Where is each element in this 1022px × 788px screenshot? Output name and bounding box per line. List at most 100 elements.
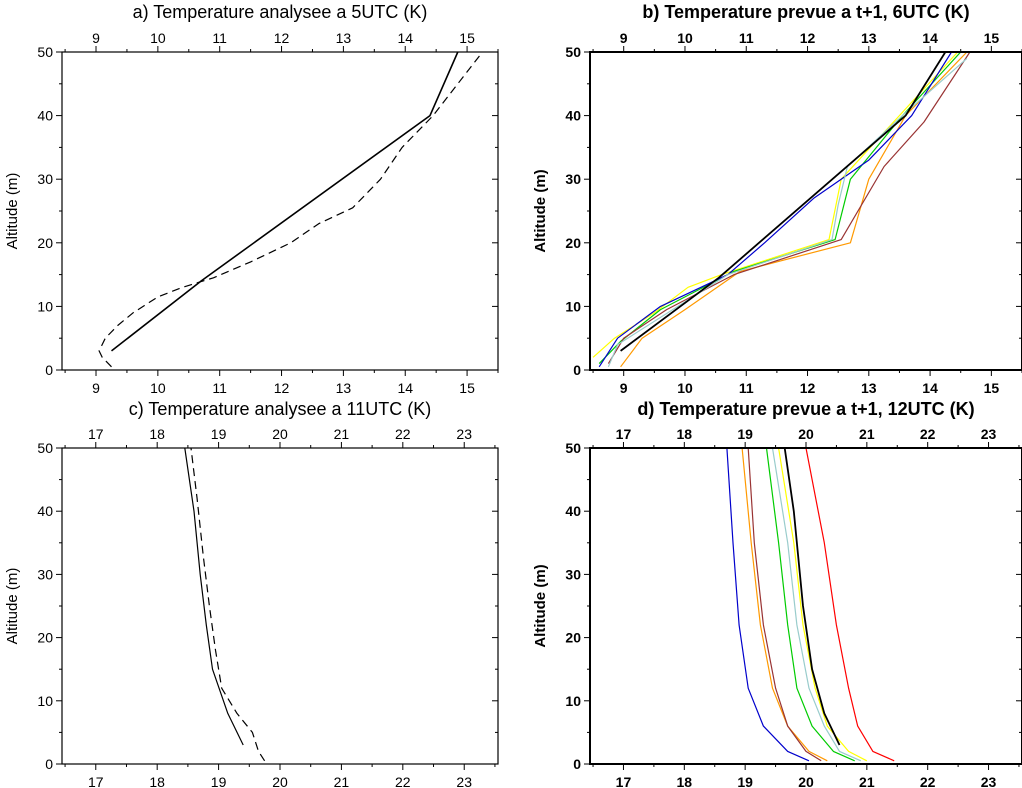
x-tick-label-top: 21 bbox=[334, 426, 350, 442]
series-group bbox=[726, 448, 895, 762]
chart-panel-c: c) Temperature analysee a 11UTC (K) Altit… bbox=[4, 399, 499, 788]
y-tick-label: 10 bbox=[565, 693, 581, 709]
x-tick-label-bottom: 10 bbox=[677, 380, 693, 396]
x-tick-label-top: 23 bbox=[456, 426, 472, 442]
x-tick-label-top: 15 bbox=[459, 30, 475, 46]
x-tick-label-bottom: 17 bbox=[616, 774, 632, 788]
y-tick-label: 30 bbox=[565, 566, 581, 582]
chart-panel-d: d) Temperature prevue a t+1, 12UTC (K) Al… bbox=[532, 399, 1022, 788]
x-tick-label-top: 9 bbox=[620, 30, 628, 46]
x-tick-label-top: 19 bbox=[211, 426, 227, 442]
x-tick-label-bottom: 19 bbox=[737, 774, 753, 788]
series-line-a-2 bbox=[98, 52, 483, 368]
plot-frame bbox=[589, 51, 1022, 371]
plot-frame bbox=[589, 447, 1022, 765]
series-line-b-5 bbox=[607, 52, 971, 364]
y-tick-label: 10 bbox=[565, 298, 581, 314]
x-tick-label-top: 17 bbox=[616, 426, 632, 442]
x-tick-label-top: 13 bbox=[861, 30, 877, 46]
x-tick-label-bottom: 9 bbox=[92, 380, 100, 396]
x-tick-label-top: 21 bbox=[859, 426, 875, 442]
series-line-a-1 bbox=[111, 52, 459, 352]
series-group bbox=[592, 52, 971, 368]
x-tick-label-top: 20 bbox=[798, 426, 814, 442]
y-tick-label: 20 bbox=[565, 630, 581, 646]
series-line-d-4 bbox=[765, 448, 855, 762]
x-tick-label-top: 11 bbox=[739, 30, 754, 46]
series-line-c-2 bbox=[190, 448, 266, 762]
x-tick-label-bottom: 11 bbox=[739, 380, 754, 396]
plot-frame bbox=[61, 447, 499, 765]
y-tick-label: 50 bbox=[565, 440, 581, 456]
x-tick-label-top: 11 bbox=[212, 30, 227, 46]
series-line-d-2 bbox=[741, 448, 828, 762]
y-tick-label: 0 bbox=[573, 756, 581, 772]
series-line-b-3 bbox=[598, 52, 962, 365]
x-tick-label-bottom: 22 bbox=[920, 774, 936, 788]
series-line-b-6 bbox=[607, 57, 968, 368]
y-tick-label: 50 bbox=[565, 44, 581, 60]
y-tick-label: 40 bbox=[37, 503, 53, 519]
x-tick-label-bottom: 14 bbox=[922, 380, 938, 396]
chart-title: a) Temperature analysee a 5UTC (K) bbox=[133, 2, 428, 22]
y-tick-label: 40 bbox=[37, 108, 53, 124]
x-tick-label-bottom: 19 bbox=[211, 774, 227, 788]
series-line-d-7 bbox=[805, 448, 895, 762]
chart-title: c) Temperature analysee a 11UTC (K) bbox=[129, 399, 431, 419]
series-line-d-8 bbox=[783, 448, 841, 746]
chart-panel-a: a) Temperature analysee a 5UTC (K) Altitu… bbox=[4, 2, 499, 396]
y-axis-label: Altitude (m) bbox=[532, 564, 549, 647]
x-tick-label-top: 15 bbox=[984, 30, 1000, 46]
y-tick-label: 30 bbox=[37, 171, 53, 187]
x-tick-label-bottom: 15 bbox=[984, 380, 1000, 396]
y-tick-label: 0 bbox=[45, 756, 53, 772]
series-line-b-7 bbox=[620, 52, 947, 352]
x-tick-label-top: 13 bbox=[336, 30, 352, 46]
y-tick-label: 30 bbox=[37, 566, 53, 582]
y-tick-label: 0 bbox=[573, 362, 581, 378]
y-tick-label: 20 bbox=[37, 630, 53, 646]
x-tick-label-top: 17 bbox=[88, 426, 104, 442]
x-tick-label-top: 20 bbox=[272, 426, 288, 442]
y-tick-label: 10 bbox=[37, 298, 53, 314]
chart-title: b) Temperature prevue a t+1, 6UTC (K) bbox=[642, 2, 969, 22]
series-line-b-2 bbox=[592, 52, 959, 358]
x-tick-label-bottom: 23 bbox=[981, 774, 997, 788]
y-tick-label: 30 bbox=[565, 171, 581, 187]
x-tick-label-top: 18 bbox=[677, 426, 693, 442]
x-tick-label-top: 12 bbox=[800, 30, 816, 46]
x-tick-label-bottom: 14 bbox=[397, 380, 413, 396]
x-tick-label-bottom: 18 bbox=[677, 774, 693, 788]
x-tick-label-top: 10 bbox=[677, 30, 693, 46]
x-tick-label-top: 22 bbox=[395, 426, 411, 442]
x-tick-label-top: 10 bbox=[150, 30, 166, 46]
x-tick-label-top: 12 bbox=[274, 30, 290, 46]
y-tick-label: 50 bbox=[37, 440, 53, 456]
x-tick-label-bottom: 15 bbox=[459, 380, 475, 396]
series-line-b-1 bbox=[620, 52, 968, 368]
series-line-d-3 bbox=[747, 448, 822, 762]
x-tick-label-bottom: 20 bbox=[798, 774, 814, 788]
y-tick-label: 0 bbox=[45, 362, 53, 378]
x-tick-label-top: 19 bbox=[737, 426, 753, 442]
chart-panel-b: b) Temperature prevue a t+1, 6UTC (K) Alt… bbox=[532, 2, 1022, 396]
x-tick-label-bottom: 9 bbox=[620, 380, 628, 396]
y-tick-label: 40 bbox=[565, 503, 581, 519]
plot-frame bbox=[61, 51, 499, 371]
series-line-d-6 bbox=[771, 448, 862, 762]
x-tick-label-bottom: 18 bbox=[149, 774, 165, 788]
series-line-b-4 bbox=[598, 52, 953, 368]
x-tick-label-bottom: 11 bbox=[212, 380, 227, 396]
x-tick-label-top: 14 bbox=[397, 30, 413, 46]
series-group bbox=[98, 52, 483, 368]
series-line-c-1 bbox=[184, 448, 244, 746]
x-tick-label-bottom: 13 bbox=[336, 380, 352, 396]
x-tick-label-top: 23 bbox=[981, 426, 997, 442]
series-line-d-5 bbox=[778, 448, 868, 762]
x-tick-label-bottom: 10 bbox=[150, 380, 166, 396]
y-tick-label: 40 bbox=[565, 108, 581, 124]
x-tick-label-top: 14 bbox=[922, 30, 938, 46]
series-group bbox=[184, 448, 266, 762]
x-tick-label-bottom: 22 bbox=[395, 774, 411, 788]
